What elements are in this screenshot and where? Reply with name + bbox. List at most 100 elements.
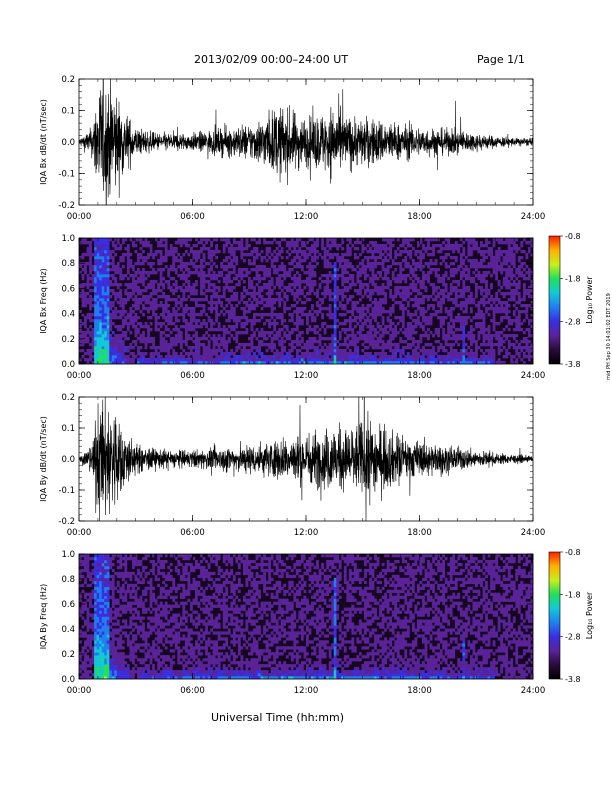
heatmap-cell bbox=[81, 298, 85, 302]
heatmap-cell bbox=[189, 271, 193, 275]
heatmap-cell bbox=[116, 301, 120, 305]
heatmap-cell bbox=[278, 280, 282, 284]
heatmap-cell bbox=[469, 250, 473, 254]
heatmap-cell bbox=[336, 289, 340, 293]
heatmap-cell bbox=[134, 274, 138, 278]
heatmap-cell bbox=[298, 319, 302, 323]
heatmap-cell bbox=[366, 304, 370, 308]
heatmap-cell bbox=[457, 265, 461, 269]
heatmap-cell bbox=[205, 331, 208, 335]
heatmap-cell bbox=[321, 241, 324, 245]
heatmap-cell bbox=[371, 268, 375, 272]
heatmap-cell bbox=[525, 253, 529, 257]
heatmap-cell bbox=[469, 355, 473, 359]
heatmap-cell bbox=[227, 241, 231, 245]
heatmap-cell bbox=[154, 292, 158, 296]
heatmap-cell bbox=[222, 244, 226, 248]
heatmap-cell bbox=[99, 358, 102, 362]
heatmap-cell bbox=[99, 328, 102, 332]
heatmap-cell bbox=[144, 289, 148, 293]
heatmap-cell bbox=[419, 355, 423, 359]
heatmap-cell bbox=[167, 295, 171, 299]
heatmap-cell bbox=[164, 310, 168, 314]
heatmap-cell bbox=[94, 295, 97, 299]
heatmap-cell bbox=[154, 325, 158, 329]
heatmap-cell bbox=[187, 328, 191, 332]
heatmap-cell bbox=[495, 265, 498, 269]
heatmap-cell bbox=[459, 349, 463, 353]
heatmap-cell bbox=[187, 274, 191, 278]
heatmap-cell bbox=[452, 358, 456, 362]
heatmap-cell bbox=[381, 292, 385, 296]
heatmap-cell bbox=[374, 247, 377, 251]
heatmap-cell bbox=[414, 355, 418, 359]
heatmap-cell bbox=[242, 259, 246, 263]
heatmap-cell bbox=[389, 295, 393, 299]
heatmap-cell bbox=[232, 241, 236, 245]
heatmap-cell bbox=[167, 358, 171, 362]
heatmap-cell bbox=[212, 289, 216, 293]
heatmap-cell bbox=[399, 280, 403, 284]
heatmap-cell bbox=[474, 325, 478, 329]
heatmap-cell bbox=[366, 334, 370, 338]
heatmap-cell bbox=[79, 331, 82, 335]
heatmap-cell bbox=[139, 361, 143, 365]
heatmap-cell bbox=[406, 295, 410, 299]
heatmap-cell bbox=[195, 340, 198, 344]
heatmap-cell bbox=[374, 289, 377, 293]
heatmap-cell bbox=[154, 358, 158, 362]
heatmap-cell bbox=[84, 295, 87, 299]
heatmap-cell bbox=[366, 325, 370, 329]
heatmap-cell bbox=[422, 328, 425, 332]
heatmap-cell bbox=[477, 250, 481, 254]
heatmap-cell bbox=[500, 331, 504, 335]
heatmap-cell bbox=[217, 328, 221, 332]
heatmap-cell bbox=[422, 301, 425, 305]
heatmap-cell bbox=[142, 313, 145, 317]
heatmap-cell bbox=[487, 349, 491, 353]
heatmap-cell bbox=[162, 310, 166, 314]
heatmap-cell bbox=[323, 352, 327, 356]
heatmap-cell bbox=[326, 250, 329, 254]
heatmap-cell bbox=[306, 256, 309, 260]
heatmap-cell bbox=[263, 283, 266, 287]
heatmap-cell bbox=[381, 349, 385, 353]
heatmap-cell bbox=[245, 361, 249, 365]
heatmap-cell bbox=[411, 352, 415, 356]
heatmap-cell bbox=[515, 271, 519, 275]
heatmap-cell bbox=[167, 271, 171, 275]
heatmap-cell bbox=[192, 262, 196, 266]
heatmap-cell bbox=[366, 286, 370, 290]
heatmap-cell bbox=[278, 253, 282, 257]
heatmap-cell bbox=[116, 349, 120, 353]
heatmap-cell bbox=[510, 361, 514, 365]
heatmap-cell bbox=[369, 295, 372, 299]
heatmap-cell bbox=[202, 337, 206, 341]
heatmap-cell bbox=[429, 238, 433, 242]
heatmap-cell bbox=[326, 346, 329, 350]
heatmap-cell bbox=[505, 274, 509, 278]
heatmap-cell bbox=[401, 295, 405, 299]
heatmap-cell bbox=[200, 283, 203, 287]
heatmap-cell bbox=[184, 298, 188, 302]
heatmap-cell bbox=[422, 313, 425, 317]
heatmap-cell bbox=[434, 331, 438, 335]
heatmap-cell bbox=[116, 283, 120, 287]
heatmap-cell bbox=[159, 244, 163, 248]
heatmap-cell bbox=[530, 244, 534, 248]
heatmap-cell bbox=[480, 292, 483, 296]
heatmap-cell bbox=[502, 355, 506, 359]
heatmap-cell bbox=[490, 358, 493, 362]
heatmap-cell bbox=[258, 253, 261, 257]
heatmap-cell bbox=[467, 289, 471, 293]
heatmap-cell bbox=[91, 319, 95, 323]
heatmap-cell bbox=[427, 361, 430, 365]
heatmap-cell bbox=[406, 355, 410, 359]
heatmap-cell bbox=[207, 343, 211, 347]
heatmap-cell bbox=[111, 292, 115, 296]
heatmap-cell bbox=[79, 343, 82, 347]
heatmap-cell bbox=[283, 295, 287, 299]
heatmap-cell bbox=[313, 250, 317, 254]
heatmap-cell bbox=[260, 316, 264, 320]
heatmap-cell bbox=[427, 277, 430, 281]
